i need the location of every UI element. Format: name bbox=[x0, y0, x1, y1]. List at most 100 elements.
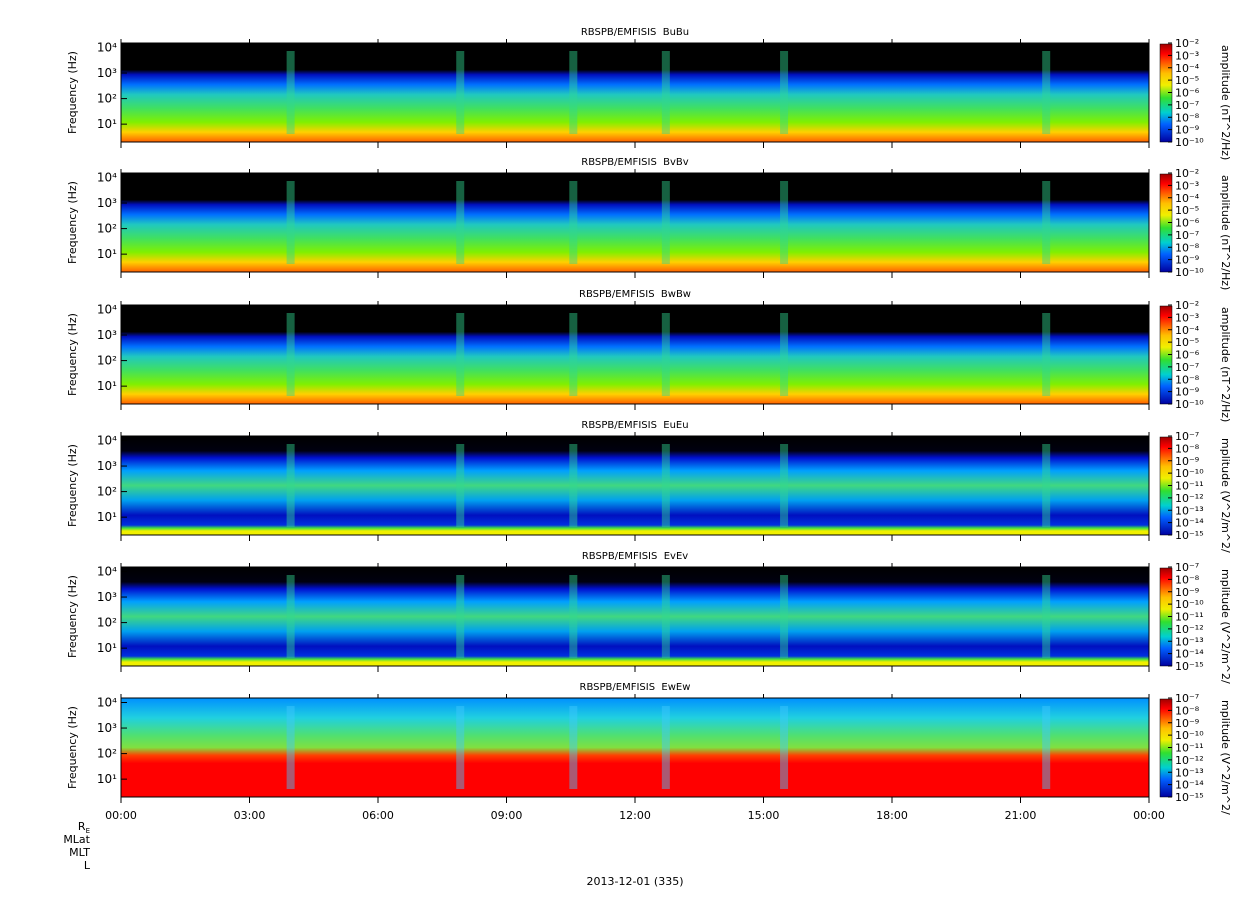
colorbar-tick-label: 10⁻¹³ bbox=[1175, 635, 1204, 648]
spectrogram-feature bbox=[780, 575, 789, 658]
colorbar-tick-label: 10⁻⁸ bbox=[1175, 373, 1200, 386]
colorbar-tick-label: 10⁻³ bbox=[1175, 311, 1199, 324]
colorbar-tick-label: 10⁻¹⁰ bbox=[1175, 136, 1204, 149]
y-axis-label: Frequency (Hz) bbox=[66, 575, 79, 658]
y-tick-label: 10² bbox=[97, 485, 117, 499]
spectrogram-feature bbox=[286, 444, 295, 527]
colorbar-tick-label: 10⁻⁹ bbox=[1175, 586, 1199, 599]
y-tick-label: 10⁴ bbox=[97, 564, 117, 578]
y-tick-label: 10² bbox=[97, 747, 117, 761]
colorbar-tick-label: 10⁻¹¹ bbox=[1175, 611, 1204, 624]
x-tick-label: 00:00 bbox=[1133, 809, 1165, 822]
spectrogram-feature bbox=[569, 181, 578, 264]
colorbar-tick-label: 10⁻⁷ bbox=[1175, 692, 1199, 705]
y-tick-label: 10⁴ bbox=[97, 40, 117, 54]
colorbar-tick-label: 10⁻⁹ bbox=[1175, 717, 1199, 730]
colorbar-tick-label: 10⁻¹² bbox=[1175, 492, 1204, 505]
colorbar-tick-label: 10⁻¹¹ bbox=[1175, 742, 1204, 755]
y-axis-label: Frequency (Hz) bbox=[66, 181, 79, 264]
colorbar-tick-label: 10⁻¹⁰ bbox=[1175, 398, 1204, 411]
spectrogram-feature bbox=[569, 51, 578, 134]
y-tick-label: 10¹ bbox=[97, 117, 117, 131]
y-axis-label: Frequency (Hz) bbox=[66, 706, 79, 789]
colorbar-tick-label: 10⁻⁶ bbox=[1175, 217, 1200, 230]
y-tick-label: 10⁴ bbox=[97, 302, 117, 316]
colorbar-tick-label: 10⁻² bbox=[1175, 299, 1199, 312]
y-tick-label: 10⁴ bbox=[97, 170, 117, 184]
panel-title: RBSPB/EMFISIS EvEv bbox=[582, 551, 688, 562]
x-tick-label: 18:00 bbox=[876, 809, 908, 822]
colorbar-tick-label: 10⁻⁷ bbox=[1175, 561, 1199, 574]
colorbar-label: amplitude (nT^2/Hz) bbox=[1219, 45, 1232, 160]
colorbar-tick-label: 10⁻¹² bbox=[1175, 623, 1204, 636]
colorbar-tick-label: 10⁻⁹ bbox=[1175, 455, 1199, 468]
y-tick-label: 10³ bbox=[97, 66, 117, 80]
colorbar-tick-label: 10⁻¹⁵ bbox=[1175, 791, 1204, 804]
spectrogram-feature bbox=[456, 313, 465, 396]
panel-title: RBSPB/EMFISIS BvBv bbox=[581, 157, 689, 168]
date-label: 2013-12-01 (335) bbox=[586, 875, 683, 888]
colorbar-tick-label: 10⁻⁵ bbox=[1175, 336, 1199, 349]
x-tick-label: 12:00 bbox=[619, 809, 651, 822]
y-axis-label: Frequency (Hz) bbox=[66, 444, 79, 527]
spectrogram-feature bbox=[1042, 575, 1051, 658]
colorbar-tick-label: 10⁻⁴ bbox=[1175, 62, 1200, 75]
colorbar-tick-label: 10⁻⁴ bbox=[1175, 324, 1200, 337]
y-tick-label: 10³ bbox=[97, 328, 117, 342]
y-tick-label: 10¹ bbox=[97, 510, 117, 524]
spectrogram-feature bbox=[1042, 181, 1051, 264]
ephemeris-label-text: MLT bbox=[69, 846, 90, 859]
panel-title: RBSPB/EMFISIS BwBw bbox=[579, 289, 691, 300]
colorbar-tick-label: 10⁻² bbox=[1175, 167, 1199, 180]
colorbar-label: amplitude (nT^2/Hz) bbox=[1219, 307, 1232, 422]
y-tick-label: 10³ bbox=[97, 196, 117, 210]
spectrogram-feature bbox=[456, 444, 465, 527]
y-tick-label: 10² bbox=[97, 354, 117, 368]
spectrogram-feature bbox=[286, 313, 295, 396]
colorbar-tick-label: 10⁻⁴ bbox=[1175, 192, 1200, 205]
spectrogram-image bbox=[121, 698, 1149, 797]
x-tick-label: 15:00 bbox=[748, 809, 780, 822]
y-tick-label: 10³ bbox=[97, 459, 117, 473]
x-tick-label: 06:00 bbox=[362, 809, 394, 822]
ephemeris-label-sub: E bbox=[86, 827, 90, 835]
spectrogram-image bbox=[121, 43, 1149, 142]
colorbar-tick-label: 10⁻² bbox=[1175, 37, 1199, 50]
colorbar-tick-label: 10⁻⁸ bbox=[1175, 442, 1200, 455]
ephemeris-label: RE bbox=[78, 820, 90, 835]
y-tick-label: 10² bbox=[97, 616, 117, 630]
y-axis-label: Frequency (Hz) bbox=[66, 51, 79, 134]
colorbar-label: mplitude (V^2/m^2/ bbox=[1219, 569, 1232, 684]
colorbar-tick-label: 10⁻⁸ bbox=[1175, 111, 1200, 124]
colorbar-label: mplitude (V^2/m^2/ bbox=[1219, 700, 1232, 815]
colorbar-tick-label: 10⁻⁶ bbox=[1175, 87, 1200, 100]
spectrogram-feature bbox=[286, 575, 295, 658]
colorbar-tick-label: 10⁻⁶ bbox=[1175, 349, 1200, 362]
colorbar-tick-label: 10⁻⁸ bbox=[1175, 241, 1200, 254]
spectrogram-feature bbox=[661, 313, 670, 396]
spectrogram-feature bbox=[780, 706, 789, 789]
spectrogram-feature bbox=[569, 575, 578, 658]
ephemeris-label-text: MLat bbox=[63, 833, 90, 846]
spectrogram-feature bbox=[1042, 444, 1051, 527]
colorbar-tick-label: 10⁻⁵ bbox=[1175, 74, 1199, 87]
y-tick-label: 10¹ bbox=[97, 772, 117, 786]
panel-title: RBSPB/EMFISIS EuEu bbox=[581, 420, 688, 431]
colorbar-tick-label: 10⁻³ bbox=[1175, 49, 1199, 62]
y-tick-label: 10⁴ bbox=[97, 695, 117, 709]
colorbar-tick-label: 10⁻⁷ bbox=[1175, 361, 1199, 374]
colorbar-tick-label: 10⁻⁹ bbox=[1175, 254, 1199, 267]
x-tick-label: 03:00 bbox=[234, 809, 266, 822]
colorbar-tick-label: 10⁻¹⁰ bbox=[1175, 467, 1204, 480]
colorbar-label: mplitude (V^2/m^2/ bbox=[1219, 438, 1232, 553]
spectrogram-feature bbox=[780, 51, 789, 134]
spectrogram-feature bbox=[780, 313, 789, 396]
colorbar-tick-label: 10⁻⁷ bbox=[1175, 430, 1199, 443]
colorbar-tick-label: 10⁻¹⁴ bbox=[1175, 779, 1204, 792]
colorbar-tick-label: 10⁻⁵ bbox=[1175, 204, 1199, 217]
spectrogram-image bbox=[121, 567, 1149, 666]
colorbar-tick-label: 10⁻¹⁰ bbox=[1175, 266, 1204, 279]
spectrogram-feature bbox=[661, 181, 670, 264]
spectrogram-feature bbox=[286, 51, 295, 134]
